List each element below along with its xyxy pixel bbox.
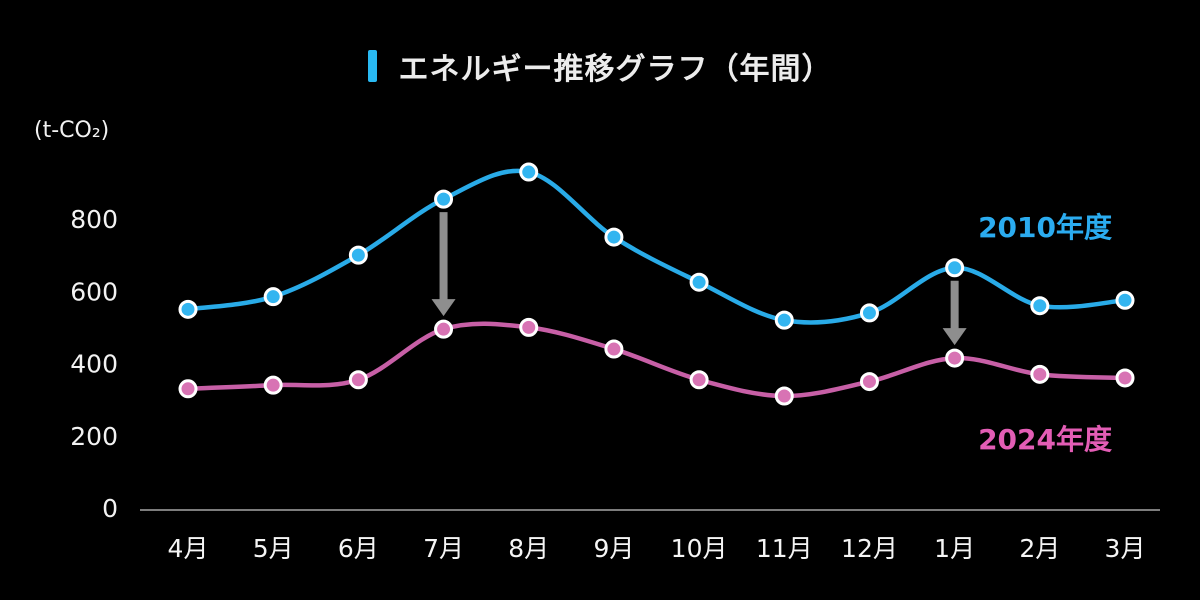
y-axis-tick-label: 200: [70, 422, 118, 451]
gap-arrow-head: [431, 299, 456, 317]
data-point-2010年度: [859, 303, 879, 323]
x-axis-month-label: 10月: [671, 534, 728, 563]
x-axis-month-label: 6月: [338, 534, 379, 563]
x-axis-month-label: 5月: [253, 534, 294, 563]
x-axis-month-label: 8月: [508, 534, 549, 563]
data-point-2024年度: [434, 319, 454, 339]
data-point-2024年度: [859, 372, 879, 392]
data-point-2024年度: [178, 379, 198, 399]
series-label-2024: 2024年度: [978, 423, 1112, 456]
data-point-2010年度: [1115, 290, 1135, 310]
y-axis-tick-label: 800: [70, 205, 118, 234]
data-point-2010年度: [689, 272, 709, 292]
data-point-2024年度: [1030, 364, 1050, 384]
y-axis-tick-label: 0: [102, 494, 118, 523]
data-point-2024年度: [945, 348, 965, 368]
x-axis-month-label: 7月: [423, 534, 464, 563]
gap-arrow-head: [942, 328, 967, 346]
x-axis-month-label: 2月: [1019, 534, 1060, 563]
x-axis-month-label: 4月: [168, 534, 209, 563]
data-point-2010年度: [945, 258, 965, 278]
x-axis-month-label: 9月: [593, 534, 634, 563]
series-label-2010: 2010年度: [978, 211, 1112, 244]
data-point-2024年度: [348, 370, 368, 390]
series-line-2024年度: [185, 321, 1128, 399]
x-axis-month-label: 1月: [934, 534, 975, 563]
y-axis-tick-label: 400: [70, 350, 118, 379]
chart-header: エネルギー推移グラフ（年間）: [0, 44, 1200, 88]
x-axis-month-label: 3月: [1105, 534, 1146, 563]
data-point-2010年度: [178, 299, 198, 319]
title-accent-bar: [367, 50, 377, 82]
data-point-2024年度: [689, 370, 709, 390]
data-point-2010年度: [434, 189, 454, 209]
x-axis-month-label: 12月: [841, 534, 898, 563]
data-point-2024年度: [774, 386, 794, 406]
data-point-2024年度: [519, 317, 539, 337]
y-axis-unit-label: (t-CO₂): [34, 118, 110, 143]
x-axis-month-label: 11月: [756, 534, 813, 563]
data-point-2010年度: [604, 227, 624, 247]
data-point-2024年度: [1115, 368, 1135, 388]
data-point-2010年度: [519, 162, 539, 182]
data-point-2024年度: [604, 339, 624, 359]
data-point-2010年度: [348, 245, 368, 265]
series-line-2010年度: [185, 168, 1128, 325]
chart-title: エネルギー推移グラフ（年間）: [398, 52, 833, 87]
data-point-2010年度: [774, 310, 794, 330]
data-point-2010年度: [263, 287, 283, 307]
data-point-2024年度: [263, 375, 283, 395]
y-axis-tick-label: 600: [70, 277, 118, 306]
data-point-2010年度: [1030, 296, 1050, 316]
